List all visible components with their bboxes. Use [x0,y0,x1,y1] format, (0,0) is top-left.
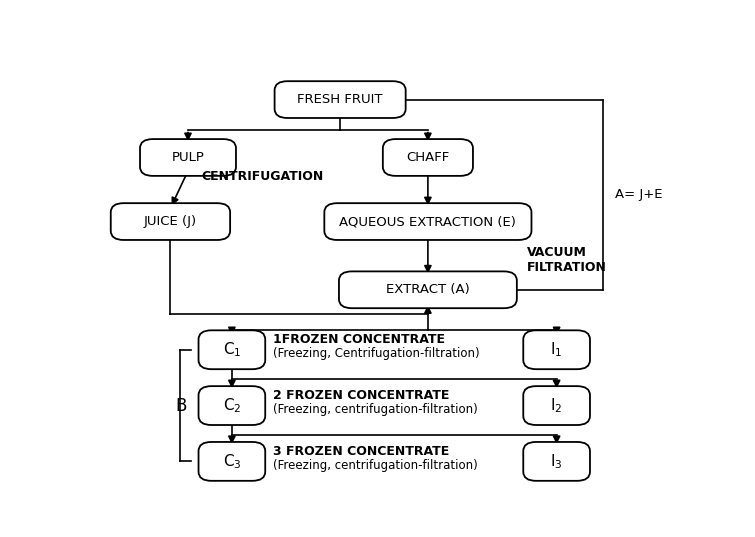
Text: (Freezing, Centrifugation-filtration): (Freezing, Centrifugation-filtration) [273,347,479,360]
FancyBboxPatch shape [199,442,265,481]
Text: I$_2$: I$_2$ [550,396,562,415]
Text: I$_3$: I$_3$ [550,452,563,471]
Text: FRESH FRUIT: FRESH FRUIT [297,93,383,106]
Text: CENTRIFUGATION: CENTRIFUGATION [202,170,324,183]
Text: JUICE (J): JUICE (J) [144,215,197,228]
Text: VACUUM
FILTRATION: VACUUM FILTRATION [528,245,607,274]
Text: PULP: PULP [171,151,205,164]
FancyBboxPatch shape [523,330,590,369]
Text: (Freezing, centrifugation-filtration): (Freezing, centrifugation-filtration) [273,403,478,416]
Text: CHAFF: CHAFF [406,151,449,164]
FancyBboxPatch shape [523,386,590,425]
Text: EXTRACT (A): EXTRACT (A) [386,284,470,296]
Text: 2 FROZEN CONCENTRATE: 2 FROZEN CONCENTRATE [273,389,449,402]
Text: 3 FROZEN CONCENTRATE: 3 FROZEN CONCENTRATE [273,445,449,458]
FancyBboxPatch shape [523,442,590,481]
Text: B: B [175,396,186,415]
Text: C$_1$: C$_1$ [223,340,241,359]
FancyBboxPatch shape [199,386,265,425]
Text: 1FROZEN CONCENTRATE: 1FROZEN CONCENTRATE [273,333,445,346]
Text: A= J+E: A= J+E [615,188,663,201]
FancyBboxPatch shape [339,271,517,308]
Text: (Freezing, centrifugation-filtration): (Freezing, centrifugation-filtration) [273,459,478,472]
FancyBboxPatch shape [140,139,236,176]
FancyBboxPatch shape [325,203,532,240]
FancyBboxPatch shape [275,81,405,118]
Text: C$_2$: C$_2$ [223,396,241,415]
FancyBboxPatch shape [199,330,265,369]
Text: I$_1$: I$_1$ [550,340,562,359]
Text: AQUEOUS EXTRACTION (E): AQUEOUS EXTRACTION (E) [340,215,516,228]
FancyBboxPatch shape [111,203,230,240]
Text: C$_3$: C$_3$ [223,452,241,471]
FancyBboxPatch shape [383,139,473,176]
